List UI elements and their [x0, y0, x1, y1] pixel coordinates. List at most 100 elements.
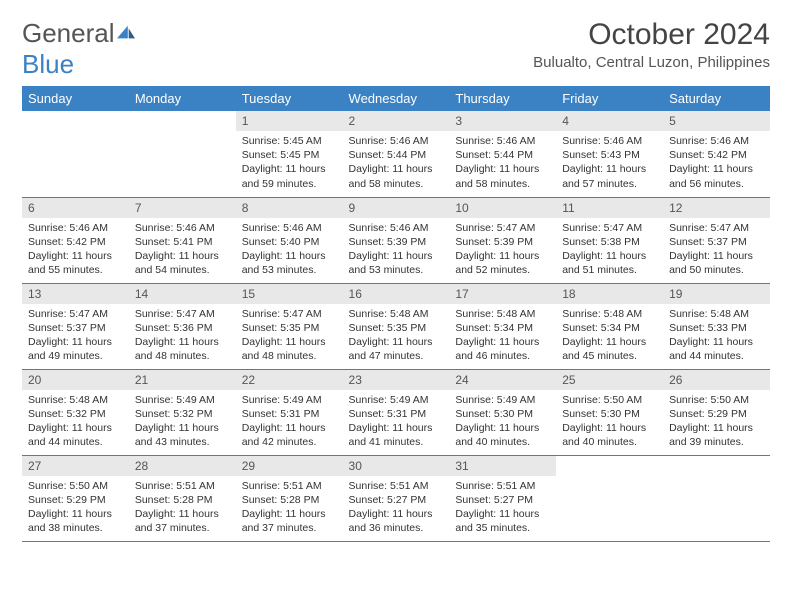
calendar-day-cell: 18Sunrise: 5:48 AMSunset: 5:34 PMDayligh… [556, 283, 663, 369]
daylight-text: Daylight: 11 hours and 37 minutes. [135, 507, 230, 535]
calendar-day-cell: 6Sunrise: 5:46 AMSunset: 5:42 PMDaylight… [22, 197, 129, 283]
calendar-day-cell: 7Sunrise: 5:46 AMSunset: 5:41 PMDaylight… [129, 197, 236, 283]
daylight-text: Daylight: 11 hours and 53 minutes. [349, 249, 444, 277]
day-details: Sunrise: 5:49 AMSunset: 5:31 PMDaylight:… [343, 390, 450, 453]
day-details: Sunrise: 5:50 AMSunset: 5:30 PMDaylight:… [556, 390, 663, 453]
sunrise-text: Sunrise: 5:47 AM [562, 221, 657, 235]
calendar-day-cell: 13Sunrise: 5:47 AMSunset: 5:37 PMDayligh… [22, 283, 129, 369]
sunset-text: Sunset: 5:45 PM [242, 148, 337, 162]
calendar-day-cell: 9Sunrise: 5:46 AMSunset: 5:39 PMDaylight… [343, 197, 450, 283]
daylight-text: Daylight: 11 hours and 35 minutes. [455, 507, 550, 535]
day-details: Sunrise: 5:47 AMSunset: 5:39 PMDaylight:… [449, 218, 556, 281]
calendar-week-row: 27Sunrise: 5:50 AMSunset: 5:29 PMDayligh… [22, 455, 770, 541]
sunset-text: Sunset: 5:37 PM [28, 321, 123, 335]
sunset-text: Sunset: 5:43 PM [562, 148, 657, 162]
day-details: Sunrise: 5:48 AMSunset: 5:34 PMDaylight:… [556, 304, 663, 367]
day-number: 11 [556, 198, 663, 218]
sunset-text: Sunset: 5:36 PM [135, 321, 230, 335]
day-details: Sunrise: 5:46 AMSunset: 5:44 PMDaylight:… [449, 131, 556, 194]
sunrise-text: Sunrise: 5:47 AM [28, 307, 123, 321]
calendar-day-cell: 31 Sunrise: 5:51 AMSunset: 5:27 PMDayligh… [449, 455, 556, 541]
calendar-day-cell: 12Sunrise: 5:47 AMSunset: 5:37 PMDayligh… [663, 197, 770, 283]
calendar-day-cell: 5Sunrise: 5:46 AMSunset: 5:42 PMDaylight… [663, 111, 770, 197]
calendar-day-cell: 17Sunrise: 5:48 AMSunset: 5:34 PMDayligh… [449, 283, 556, 369]
day-number: 28 [129, 456, 236, 476]
logo-sail-icon [115, 24, 137, 42]
sunset-text: Sunset: 5:42 PM [28, 235, 123, 249]
sunset-text: Sunset: 5:27 PM [455, 493, 550, 507]
calendar-day-cell: 14Sunrise: 5:47 AMSunset: 5:36 PMDayligh… [129, 283, 236, 369]
header: General Blue October 2024 Bulualto, Cent… [22, 18, 770, 80]
day-number: 5 [663, 111, 770, 131]
calendar-day-cell: 15Sunrise: 5:47 AMSunset: 5:35 PMDayligh… [236, 283, 343, 369]
daylight-text: Daylight: 11 hours and 46 minutes. [455, 335, 550, 363]
sunset-text: Sunset: 5:34 PM [455, 321, 550, 335]
day-details: Sunrise: 5:45 AMSunset: 5:45 PMDaylight:… [236, 131, 343, 194]
calendar-week-row: 6Sunrise: 5:46 AMSunset: 5:42 PMDaylight… [22, 197, 770, 283]
day-number: 31 [449, 456, 556, 476]
day-details: Sunrise: 5:47 AMSunset: 5:37 PMDaylight:… [22, 304, 129, 367]
day-details: Sunrise: 5:48 AMSunset: 5:34 PMDaylight:… [449, 304, 556, 367]
day-number: 24 [449, 370, 556, 390]
daylight-text: Daylight: 11 hours and 49 minutes. [28, 335, 123, 363]
logo-word-general: General [22, 18, 115, 48]
day-number: 7 [129, 198, 236, 218]
calendar-day-cell: 10Sunrise: 5:47 AMSunset: 5:39 PMDayligh… [449, 197, 556, 283]
sunset-text: Sunset: 5:28 PM [242, 493, 337, 507]
calendar-day-cell: 2Sunrise: 5:46 AMSunset: 5:44 PMDaylight… [343, 111, 450, 197]
weekday-header: Thursday [449, 86, 556, 111]
day-details: Sunrise: 5:47 AMSunset: 5:35 PMDaylight:… [236, 304, 343, 367]
sunset-text: Sunset: 5:31 PM [349, 407, 444, 421]
day-number: 4 [556, 111, 663, 131]
calendar-day-cell: 27Sunrise: 5:50 AMSunset: 5:29 PMDayligh… [22, 455, 129, 541]
daylight-text: Daylight: 11 hours and 55 minutes. [28, 249, 123, 277]
day-details: Sunrise: 5:48 AMSunset: 5:33 PMDaylight:… [663, 304, 770, 367]
sunrise-text: Sunrise: 5:48 AM [669, 307, 764, 321]
calendar-day-cell [22, 111, 129, 197]
sunset-text: Sunset: 5:30 PM [455, 407, 550, 421]
sunrise-text: Sunrise: 5:46 AM [242, 221, 337, 235]
sunrise-text: Sunrise: 5:51 AM [455, 479, 550, 493]
day-details: Sunrise: 5:51 AMSunset: 5:27 PMDaylight:… [343, 476, 450, 539]
day-details: Sunrise: 5:46 AMSunset: 5:43 PMDaylight:… [556, 131, 663, 194]
day-number: 16 [343, 284, 450, 304]
sunrise-text: Sunrise: 5:46 AM [669, 134, 764, 148]
sunrise-text: Sunrise: 5:48 AM [28, 393, 123, 407]
sunrise-text: Sunrise: 5:49 AM [455, 393, 550, 407]
daylight-text: Daylight: 11 hours and 42 minutes. [242, 421, 337, 449]
sunset-text: Sunset: 5:44 PM [455, 148, 550, 162]
sunrise-text: Sunrise: 5:47 AM [135, 307, 230, 321]
day-details: Sunrise: 5:49 AMSunset: 5:30 PMDaylight:… [449, 390, 556, 453]
day-details: Sunrise: 5:47 AMSunset: 5:37 PMDaylight:… [663, 218, 770, 281]
daylight-text: Daylight: 11 hours and 44 minutes. [669, 335, 764, 363]
calendar-week-row: 1Sunrise: 5:45 AMSunset: 5:45 PMDaylight… [22, 111, 770, 197]
day-number: 10 [449, 198, 556, 218]
sunrise-text: Sunrise: 5:47 AM [242, 307, 337, 321]
weekday-header: Monday [129, 86, 236, 111]
daylight-text: Daylight: 11 hours and 50 minutes. [669, 249, 764, 277]
day-number: 8 [236, 198, 343, 218]
sunset-text: Sunset: 5:44 PM [349, 148, 444, 162]
day-number: 3 [449, 111, 556, 131]
weekday-header: Friday [556, 86, 663, 111]
day-number: 27 [22, 456, 129, 476]
sunrise-text: Sunrise: 5:46 AM [349, 134, 444, 148]
day-number: 25 [556, 370, 663, 390]
day-number: 29 [236, 456, 343, 476]
daylight-text: Daylight: 11 hours and 48 minutes. [242, 335, 337, 363]
day-details: Sunrise: 5:49 AMSunset: 5:31 PMDaylight:… [236, 390, 343, 453]
day-number: 1 [236, 111, 343, 131]
calendar-day-cell: 1Sunrise: 5:45 AMSunset: 5:45 PMDaylight… [236, 111, 343, 197]
day-number: 9 [343, 198, 450, 218]
daylight-text: Daylight: 11 hours and 57 minutes. [562, 162, 657, 190]
daylight-text: Daylight: 11 hours and 44 minutes. [28, 421, 123, 449]
daylight-text: Daylight: 11 hours and 41 minutes. [349, 421, 444, 449]
daylight-text: Daylight: 11 hours and 39 minutes. [669, 421, 764, 449]
day-details: Sunrise: 5:51 AMSunset: 5:28 PMDaylight:… [236, 476, 343, 539]
sunrise-text: Sunrise: 5:51 AM [242, 479, 337, 493]
day-details: Sunrise: 5:46 AMSunset: 5:40 PMDaylight:… [236, 218, 343, 281]
daylight-text: Daylight: 11 hours and 51 minutes. [562, 249, 657, 277]
day-number: 17 [449, 284, 556, 304]
sunrise-text: Sunrise: 5:48 AM [349, 307, 444, 321]
calendar-day-cell: 16Sunrise: 5:48 AMSunset: 5:35 PMDayligh… [343, 283, 450, 369]
